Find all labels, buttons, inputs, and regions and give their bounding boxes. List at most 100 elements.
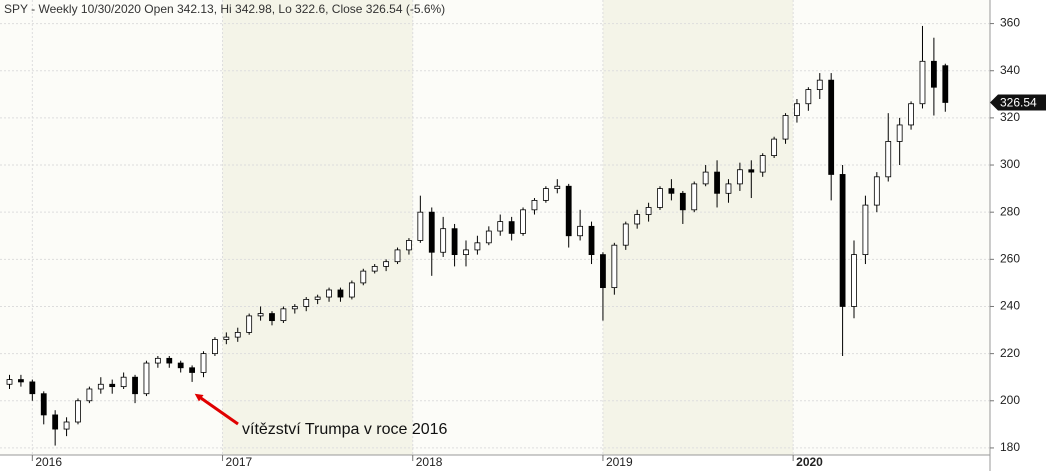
candle-body: [668, 188, 675, 194]
candle-body: [759, 155, 766, 173]
annotation: vítězství Trumpa v roce 2016: [242, 421, 448, 438]
y-tick-label: 200: [1000, 393, 1020, 407]
candle-body: [280, 308, 287, 322]
candle-body: [120, 376, 127, 388]
candle-body: [645, 207, 652, 215]
candle-body: [622, 223, 629, 246]
candle-body: [314, 296, 321, 300]
candle-body: [839, 174, 846, 307]
x-tick-label: 2017: [226, 455, 253, 469]
candle-body: [600, 254, 606, 289]
candle-body: [200, 353, 207, 373]
candle-body: [463, 249, 469, 256]
candle-body: [52, 414, 59, 430]
candle-body: [394, 249, 401, 263]
y-tick-label: 340: [1000, 63, 1020, 77]
candle-body: [588, 225, 595, 256]
candle-body: [291, 306, 298, 310]
candle-body: [634, 214, 641, 225]
candle-body: [748, 169, 755, 173]
candle-body: [542, 188, 549, 201]
candle-body: [679, 192, 686, 211]
candle-body: [896, 124, 903, 142]
labels: 2016 2017 2018 2019 2020 180 200 220 240 260 280 30…: [31, 16, 1046, 469]
candle-body: [246, 315, 253, 333]
annotation-arrow: [194, 393, 239, 426]
candle-body: [440, 228, 447, 253]
candle-body: [223, 336, 230, 340]
candle-body: [109, 383, 116, 388]
candle-body: [714, 171, 720, 194]
candle-body: [497, 221, 504, 232]
candle-body: [154, 357, 161, 364]
candle-body: [75, 400, 81, 423]
candle-body: [485, 230, 492, 244]
candle-body: [908, 103, 914, 126]
candle-body: [40, 393, 47, 416]
candle-body: [771, 138, 778, 156]
candle-body: [725, 183, 732, 194]
candle-body: [451, 228, 458, 256]
candle-body: [29, 381, 36, 395]
x-tick-label: 2016: [35, 455, 62, 469]
candle-body: [18, 379, 24, 383]
candle-body: [736, 169, 743, 185]
candle-body: [702, 171, 709, 185]
last-price-tag: [990, 94, 1046, 111]
candle-body: [554, 185, 561, 190]
candle-body: [520, 209, 526, 234]
grid: [0, 0, 990, 455]
candle-body: [885, 141, 892, 178]
candle-body: [177, 362, 184, 369]
candle-body: [873, 176, 880, 206]
candle-body: [816, 79, 823, 90]
candle-body: [474, 242, 481, 251]
candle-body: [611, 244, 618, 289]
candle-body: [930, 60, 937, 88]
candle-body: [828, 79, 835, 175]
candle-body: [371, 265, 378, 272]
candle-body: [348, 282, 355, 298]
candle-body: [326, 289, 332, 298]
y-tick-label: 280: [1000, 204, 1020, 218]
year-band: [222, 0, 413, 455]
chart-title: SPY - Weekly 10/30/2020 Open 342.13, Hi …: [4, 2, 445, 16]
candle-body: [942, 65, 949, 103]
y-tick-label: 220: [1000, 346, 1020, 360]
candle-body: [97, 383, 104, 390]
candle-body: [132, 376, 138, 395]
last-price-label: 326.54: [1000, 96, 1037, 110]
y-tick-label: 360: [1000, 16, 1020, 30]
candle-body: [406, 240, 412, 251]
candles: [6, 25, 949, 446]
candle-body: [782, 115, 789, 140]
x-tick-label: 2019: [606, 455, 633, 469]
y-tick-label: 260: [1000, 251, 1020, 265]
candle-body: [337, 289, 344, 298]
year-bands: [0, 0, 990, 455]
y-tick-label: 300: [1000, 157, 1020, 171]
plot-background: [0, 0, 990, 455]
x-tick-label: 2018: [416, 455, 443, 469]
y-tick-label: 320: [1000, 110, 1020, 124]
candle-body: [143, 362, 150, 395]
candle-body: [794, 103, 800, 116]
candle-body: [862, 204, 869, 256]
candle-body: [531, 199, 538, 211]
year-band: [602, 0, 794, 455]
candle-body: [234, 332, 241, 338]
candle-body: [565, 185, 572, 237]
y-tick-label: 180: [1000, 440, 1020, 454]
candle-body: [257, 313, 264, 317]
candle-body: [303, 299, 310, 307]
candle-body: [851, 254, 857, 307]
candle-body: [166, 357, 173, 364]
candle-body: [805, 89, 812, 105]
x-tick-label: 2020: [796, 455, 823, 469]
candle-body: [269, 313, 275, 322]
candle-body: [6, 379, 13, 385]
candle-body: [383, 261, 390, 267]
candle-body: [577, 225, 584, 237]
candle-body: [428, 211, 435, 253]
